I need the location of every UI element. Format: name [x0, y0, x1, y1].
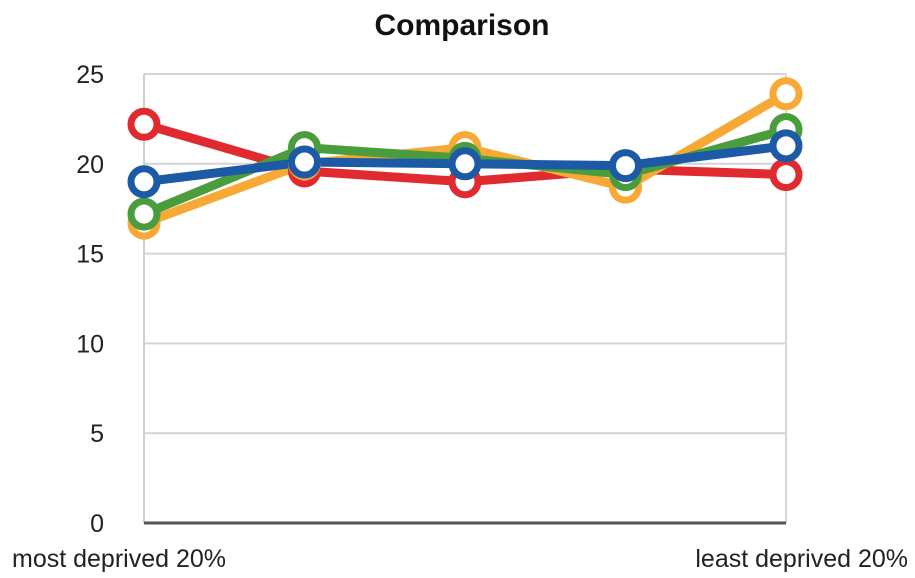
series-3-point — [127, 165, 161, 199]
series-2-point — [127, 197, 161, 231]
y-tick-label: 20 — [76, 151, 104, 179]
y-tick-labels: 0 5 10 15 20 25 — [76, 61, 104, 538]
series-3-point — [288, 145, 321, 179]
series-3-point — [769, 129, 803, 163]
y-tick-label: 0 — [90, 510, 104, 538]
y-tick-label: 15 — [76, 241, 104, 269]
chart-title: Comparison — [374, 9, 549, 42]
x-category-label: most deprived 20% — [12, 545, 226, 573]
x-category-label: least deprived 20% — [695, 545, 908, 573]
x-category-labels: most deprived 20% least deprived 20% — [12, 545, 908, 573]
series-points — [127, 77, 803, 240]
gridlines — [144, 73, 786, 435]
series-0-point — [127, 107, 161, 141]
y-tick-label: 5 — [90, 420, 104, 448]
series-1-point — [769, 77, 803, 111]
y-tick-label: 10 — [76, 330, 104, 358]
series-0-point — [769, 158, 803, 192]
y-tick-label: 25 — [76, 61, 104, 89]
series-3-point — [448, 147, 482, 181]
series-3-point — [609, 149, 642, 183]
